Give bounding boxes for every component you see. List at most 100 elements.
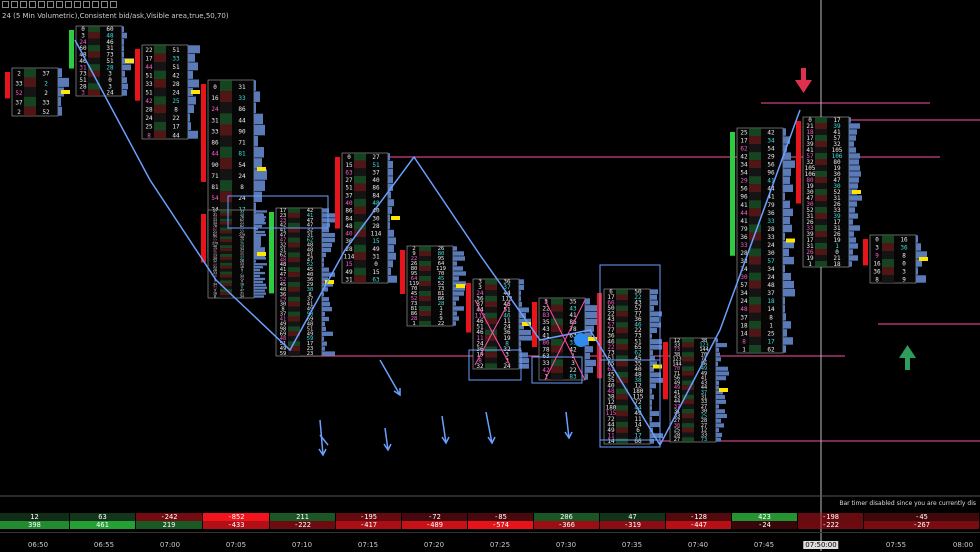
zone-rect[interactable] bbox=[227, 195, 329, 229]
zone-rect[interactable] bbox=[599, 264, 661, 448]
ask-volume: 62 bbox=[240, 218, 244, 222]
ask-volume: 95 bbox=[438, 256, 445, 262]
ask-volume: 48 bbox=[307, 242, 314, 248]
ask-volume: 73 bbox=[634, 333, 642, 340]
tool-icon[interactable] bbox=[2, 1, 9, 8]
volume-cell bbox=[815, 177, 827, 183]
ask-volume: 30 bbox=[372, 215, 380, 222]
ask-volume: 144 bbox=[699, 347, 708, 353]
volume-cell bbox=[815, 165, 827, 171]
ask-volume: 51 bbox=[503, 307, 511, 314]
tool-icon[interactable] bbox=[11, 1, 18, 8]
bid-volume: 19 bbox=[806, 255, 814, 262]
tool-icon[interactable] bbox=[56, 1, 63, 8]
profile-bar bbox=[388, 245, 394, 253]
trend-polyline[interactable] bbox=[74, 39, 801, 447]
ask-volume: 28 bbox=[372, 223, 380, 230]
ask-volume: 41 bbox=[307, 213, 314, 219]
tool-icon[interactable] bbox=[20, 1, 27, 8]
delta-panel: 12 63 -242 -852 211 -195 -72 -85 206 47 -128 423 -19… bbox=[0, 513, 980, 529]
footprint-bar-0735[interactable]: 6 50 17 22 66 43 50 57 22 77 43 36 57 46 77 22 36 73 46 51 2… bbox=[597, 288, 663, 445]
bid-volume: 8 bbox=[478, 357, 482, 364]
ask-volume: 3 bbox=[571, 360, 575, 367]
marker-dot[interactable] bbox=[574, 333, 588, 347]
profile-bar bbox=[254, 180, 265, 191]
tool-icon[interactable] bbox=[65, 1, 72, 8]
tool-icon[interactable] bbox=[110, 1, 117, 8]
bid-volume: 8 bbox=[281, 307, 284, 313]
profile-bar bbox=[254, 216, 266, 219]
volume-cell bbox=[682, 361, 694, 367]
bid-volume: 60 bbox=[79, 45, 87, 52]
volume-cell bbox=[220, 230, 232, 234]
time-tick: 07:40 bbox=[687, 541, 709, 549]
volume-cell bbox=[815, 201, 827, 207]
tool-icon[interactable] bbox=[74, 1, 81, 8]
zone-rect[interactable] bbox=[468, 349, 522, 381]
tool-icon[interactable] bbox=[83, 1, 90, 8]
volume-cell bbox=[749, 208, 761, 217]
bid-volume: 9 bbox=[875, 252, 879, 259]
tool-icon[interactable] bbox=[29, 1, 36, 8]
footprint-bar-0730[interactable]: 3352243834135864378416386337842631333422… bbox=[532, 297, 598, 381]
time-axis[interactable]: 06:50 06:55 07:00 07:05 07:10 07:15 07:20 07:25… bbox=[0, 532, 980, 552]
bid-volume: 52 bbox=[806, 207, 814, 214]
volume-cell bbox=[616, 372, 628, 378]
annotation-arrows[interactable] bbox=[318, 359, 573, 457]
footprint-bar-0645[interactable]: 2 37 33 2 52 2 37 33 2 52 bbox=[5, 67, 70, 117]
ask-volume: 81 bbox=[238, 151, 246, 158]
candle-body bbox=[201, 84, 206, 182]
bid-volume: 3 bbox=[478, 279, 482, 286]
footprint-bar-0755[interactable]: 0 16 3 36 9 8 16 0 36 3 8 9 bbox=[863, 234, 928, 283]
bid-volume: 72 bbox=[607, 416, 615, 423]
profile-bar bbox=[388, 176, 393, 184]
bid-volume: 17 bbox=[806, 237, 814, 244]
tool-icon[interactable] bbox=[92, 1, 99, 8]
profile-bar bbox=[716, 395, 725, 400]
bid-volume: 41 bbox=[280, 228, 287, 234]
ask-volume: 80 bbox=[833, 159, 841, 166]
bid-volume: 51 bbox=[145, 90, 153, 97]
volume-cell bbox=[485, 301, 497, 308]
candle-body bbox=[532, 302, 537, 348]
bid-volume: 37 bbox=[345, 192, 353, 199]
candle-body bbox=[730, 132, 735, 256]
volume-cell bbox=[682, 427, 694, 433]
tool-icon[interactable] bbox=[47, 1, 54, 8]
volume-cell bbox=[815, 225, 827, 231]
bid-volume: 80 bbox=[806, 177, 814, 184]
volume-cell bbox=[288, 326, 300, 332]
bid-volume: 13 bbox=[213, 253, 217, 257]
footprint-bar-0725[interactable]: 3363372444361133746445111346461151244636… bbox=[466, 279, 532, 370]
bid-volume: 83 bbox=[542, 312, 550, 319]
bid-volume: 56 bbox=[740, 186, 748, 193]
profile-bar bbox=[322, 331, 333, 336]
profile-bar bbox=[585, 332, 592, 339]
profile-bar bbox=[388, 268, 391, 276]
tool-icon[interactable] bbox=[38, 1, 45, 8]
ask-volume: 25 bbox=[701, 413, 707, 419]
volume-cell bbox=[154, 62, 166, 71]
ask-volume: 51 bbox=[372, 162, 380, 169]
volume-cell bbox=[220, 146, 232, 158]
profile-bar bbox=[783, 240, 794, 249]
tool-icon[interactable] bbox=[101, 1, 108, 8]
profile-bar bbox=[849, 237, 856, 243]
profile-bar bbox=[916, 259, 922, 267]
zone-rect[interactable] bbox=[599, 359, 661, 441]
profile-bar bbox=[650, 388, 652, 394]
ask-volume: 30 bbox=[701, 409, 707, 415]
profile-bar bbox=[519, 335, 532, 341]
volume-cell bbox=[485, 284, 497, 291]
profile-bar bbox=[122, 51, 124, 58]
